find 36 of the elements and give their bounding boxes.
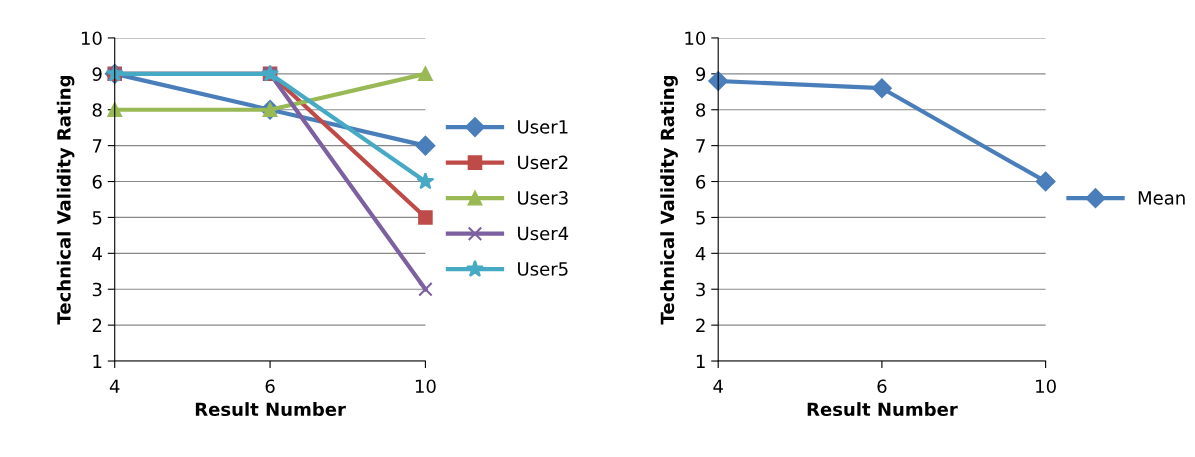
y-tick-label: 7 bbox=[696, 139, 705, 153]
legend-label: User4 bbox=[518, 226, 569, 241]
legend-label: User3 bbox=[518, 191, 568, 205]
y-tick-label: 4 bbox=[92, 247, 102, 261]
y-tick-label: 3 bbox=[696, 282, 705, 297]
x-tick-label: 4 bbox=[109, 379, 120, 393]
x-tick-label: 6 bbox=[265, 379, 275, 394]
x-tick-label: 6 bbox=[877, 379, 887, 394]
y-tick-label: 6 bbox=[92, 174, 102, 189]
y-tick-label: 5 bbox=[696, 211, 705, 225]
y-tick-label: 10 bbox=[81, 31, 102, 46]
y-tick-label: 8 bbox=[696, 103, 706, 117]
y-tick-label: 8 bbox=[92, 103, 102, 117]
y-tick-label: 1 bbox=[696, 354, 705, 368]
x-tick-label: 10 bbox=[1036, 379, 1056, 394]
y-tick-label: 5 bbox=[92, 211, 102, 225]
legend-label: User2 bbox=[518, 155, 568, 170]
legend-label: Mean bbox=[1138, 191, 1185, 205]
x-tick-label: 10 bbox=[415, 379, 436, 394]
y-tick-label: 4 bbox=[695, 247, 706, 261]
y-axis-title: Technical Validity Rating bbox=[660, 75, 678, 325]
y-tick-label: 2 bbox=[696, 318, 705, 332]
x-axis-title: Result Number bbox=[195, 402, 346, 417]
y-tick-label: 6 bbox=[696, 174, 706, 189]
y-axis-title: Technical Validity Rating bbox=[56, 75, 75, 325]
x-tick-label: 4 bbox=[713, 379, 723, 393]
y-tick-label: 9 bbox=[92, 67, 102, 81]
y-tick-label: 10 bbox=[685, 31, 706, 46]
y-tick-label: 3 bbox=[92, 282, 102, 297]
legend-label: User5 bbox=[518, 262, 568, 276]
y-tick-label: 7 bbox=[92, 139, 102, 153]
y-tick-label: 1 bbox=[93, 354, 102, 368]
legend-label: User1 bbox=[518, 120, 568, 134]
x-axis-title: Result Number bbox=[807, 402, 958, 417]
y-tick-label: 9 bbox=[696, 67, 706, 81]
y-tick-label: 2 bbox=[92, 318, 102, 332]
